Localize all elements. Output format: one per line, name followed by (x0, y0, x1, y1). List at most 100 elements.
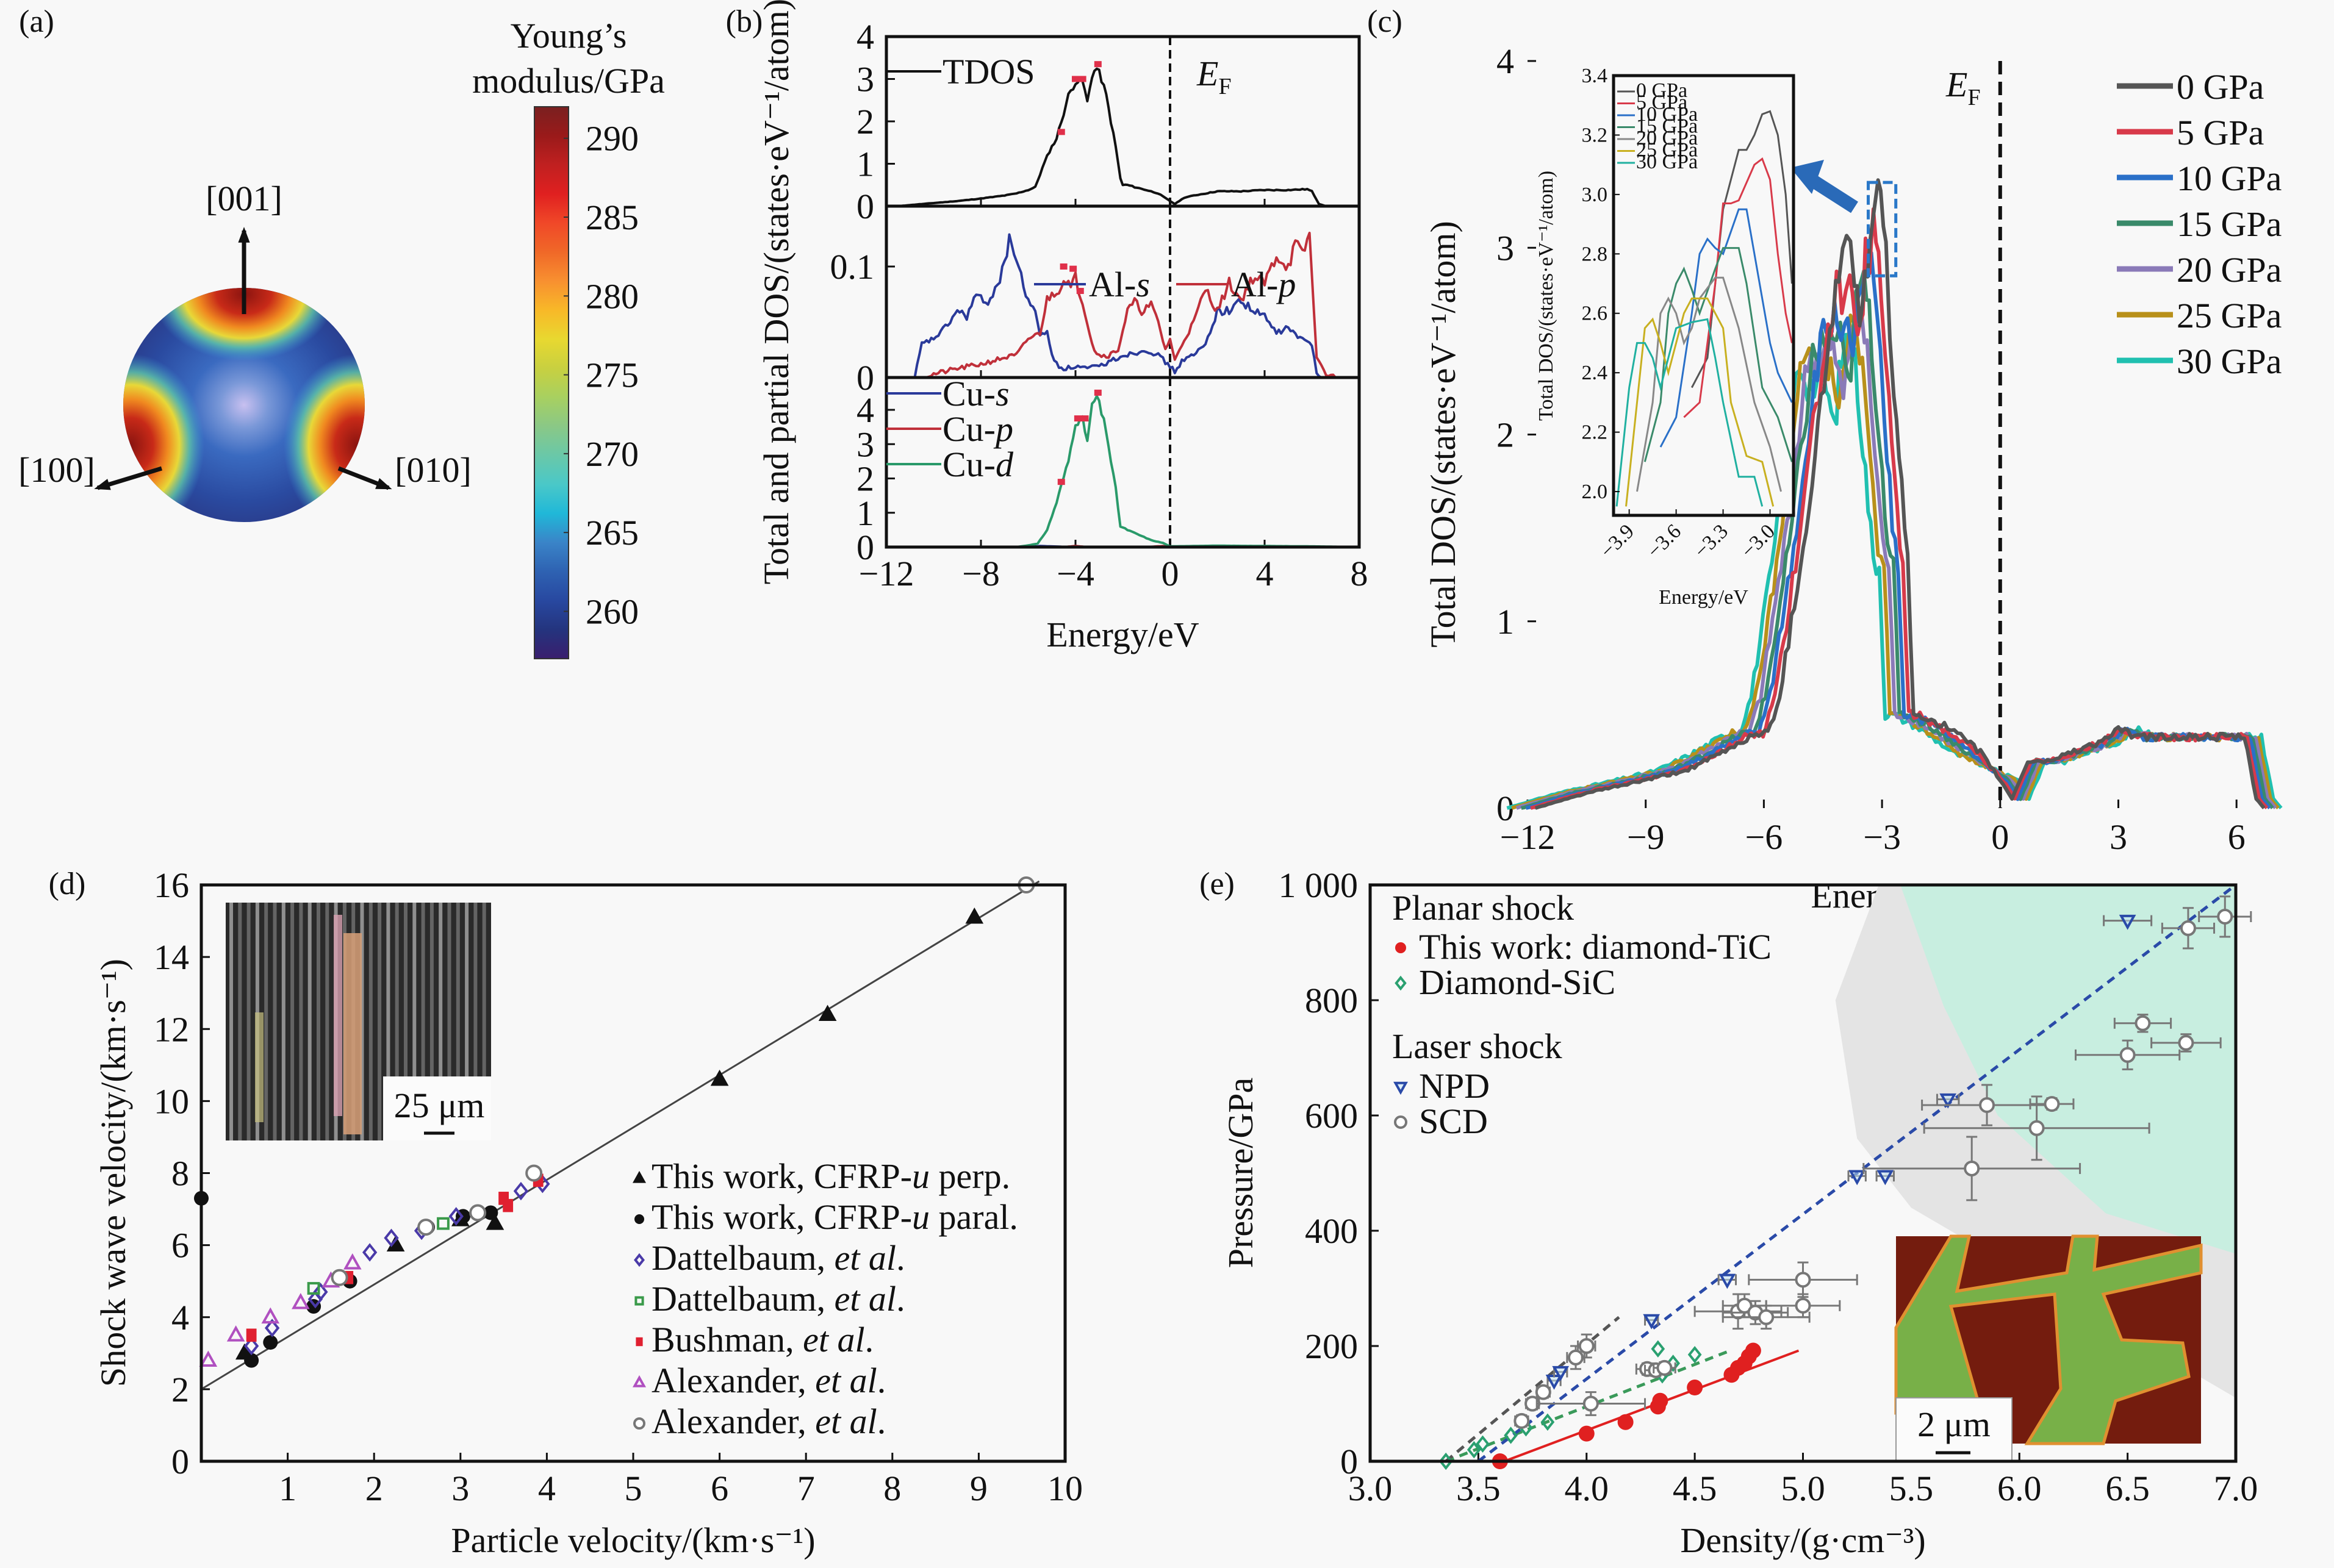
legend-label: 5 GPa (2177, 113, 2264, 152)
series-this-work-diamond-tic (1492, 1342, 1761, 1469)
inset-y-tick-label: 2.2 (1582, 421, 1608, 444)
data-point (1687, 1345, 1702, 1364)
data-point (1876, 1170, 1894, 1186)
x-tick-label: 1 (279, 1469, 296, 1508)
green-phase (1894, 1234, 2203, 1445)
series-0 (235, 908, 984, 1360)
colored-fiber (255, 1012, 264, 1122)
y-tick-label: 4 (1496, 41, 1514, 81)
x-tick-label: 6 (2228, 817, 2246, 857)
data-point (1666, 1355, 1681, 1372)
data-point (331, 1269, 348, 1286)
x-axis-label: Density/(g·cm⁻³) (1680, 1520, 1925, 1560)
x-tick-label: 6.5 (2105, 1469, 2150, 1508)
fiber-stripe (421, 903, 425, 1140)
fiber-stripe (325, 903, 329, 1140)
peak-marker (1072, 76, 1079, 82)
fit-line-gray-fit (1445, 1316, 1620, 1462)
fiber-stripe (360, 903, 364, 1140)
panel-a: (a) [001] [100] [010] Young’s modulus/GPa 290 2… (18, 4, 665, 659)
inset-y-axis-label: Total DOS/(states·eV⁻¹/atom) (1535, 171, 1557, 421)
x-tick-label: 8 (883, 1469, 901, 1508)
scale-bar-box (383, 1076, 491, 1140)
data-point (362, 1243, 378, 1262)
legend-text-part: Alexander, (652, 1402, 815, 1441)
legend-label: This work, CFRP-u paral. (652, 1197, 1018, 1237)
data-point (2180, 920, 2196, 936)
x-tick-label: 9 (970, 1469, 988, 1508)
legend-label-Al-p: Al-p (1231, 265, 1296, 304)
x-tick-label: −8 (962, 554, 1000, 593)
legend-text-part: et al (835, 1279, 896, 1319)
x-tick-label: 7 (797, 1469, 815, 1508)
y-tick-label: 0.1 (830, 247, 875, 287)
data-point (1656, 1359, 1673, 1376)
colorbar-tick-label: 285 (586, 198, 639, 237)
colorbar-title-line1: Young’s (511, 16, 627, 55)
x-tick-label: −12 (1500, 817, 1556, 857)
x-tick-label: 5.5 (1889, 1469, 1934, 1508)
orbital: s (996, 374, 1010, 413)
legend-marker (1395, 942, 1406, 953)
fiber-stripe (368, 903, 373, 1140)
zoom-arrow (1805, 172, 1858, 213)
data-point (513, 1181, 529, 1201)
fiber-stripe (264, 903, 268, 1140)
fiber-stripe (395, 903, 399, 1140)
fiber-stripe (465, 903, 469, 1140)
data-point (1545, 1375, 1563, 1390)
data-point (1578, 1338, 1595, 1354)
series-0-GPa (1534, 178, 2266, 810)
data-point (448, 1207, 464, 1226)
x-tick-label: 4 (538, 1469, 556, 1508)
fiber-stripe (482, 903, 486, 1140)
y-tick-label: 2 (171, 1370, 189, 1409)
legend-text-part: . (865, 1320, 874, 1359)
y-tick-label: 0 (856, 187, 874, 226)
direction-label-010: [010] (395, 450, 472, 490)
inset-legend-label: 5 GPa (1636, 91, 1687, 114)
inset-x-tick-label: −3.6 (1643, 520, 1686, 563)
data-point (313, 1283, 328, 1301)
mint-region (1900, 885, 2236, 1254)
legend-marker (634, 1296, 644, 1306)
colorbar-tick-label: 290 (586, 119, 639, 159)
legend-text-part: . (896, 1238, 905, 1278)
y-tick-label: 12 (154, 1009, 189, 1049)
data-point (1504, 1427, 1518, 1444)
legend-text-part: et al (815, 1361, 877, 1400)
x-tick-label: 3.5 (1456, 1469, 1501, 1508)
y-tick-label: 1 (1496, 602, 1514, 642)
inset-legend-label: 20 GPa (1636, 127, 1698, 149)
x-tick-label: −6 (1745, 817, 1783, 857)
y-axis-label: Shock wave velocity/(km·s⁻¹) (93, 959, 133, 1387)
legend-marker (1394, 1115, 1407, 1129)
inset-series-20-GPa (1636, 276, 1782, 492)
legend-group-title: Planar shock (1392, 888, 1574, 928)
hotspot-100 (123, 354, 204, 522)
direction-label-001: [001] (206, 179, 282, 218)
inset-y-tick-label: 3.0 (1582, 184, 1608, 206)
data-point (525, 1164, 543, 1182)
peak-marker (1079, 76, 1086, 82)
panel-label-c: (c) (1367, 4, 1402, 39)
data-point (292, 1293, 310, 1309)
inset-plot: 2.02.22.42.62.83.03.23.4−3.9 −3.6 −3.3 −3.0… (1535, 65, 1795, 609)
fiber-stripe (378, 903, 382, 1140)
data-point (1535, 1384, 1551, 1400)
colorbar-tick-label: 280 (586, 276, 639, 316)
subplot-Al: 00.1 (830, 204, 1361, 398)
micrograph-inset: 2 μm (1894, 1234, 2203, 1462)
peak-marker (1094, 61, 1102, 68)
data-point (1438, 1452, 1453, 1470)
fermi-label-b: EF (1196, 54, 1232, 99)
micrograph-inset: 25 μm (226, 903, 491, 1140)
fiber-stripe (447, 903, 451, 1140)
y-tick-label: 2 (856, 459, 874, 499)
legend-text-part: paral. (930, 1197, 1018, 1237)
y-tick-label: 4 (856, 390, 874, 430)
inset-series-5-GPa (1683, 157, 1793, 418)
y-tick-label: 600 (1305, 1096, 1358, 1136)
